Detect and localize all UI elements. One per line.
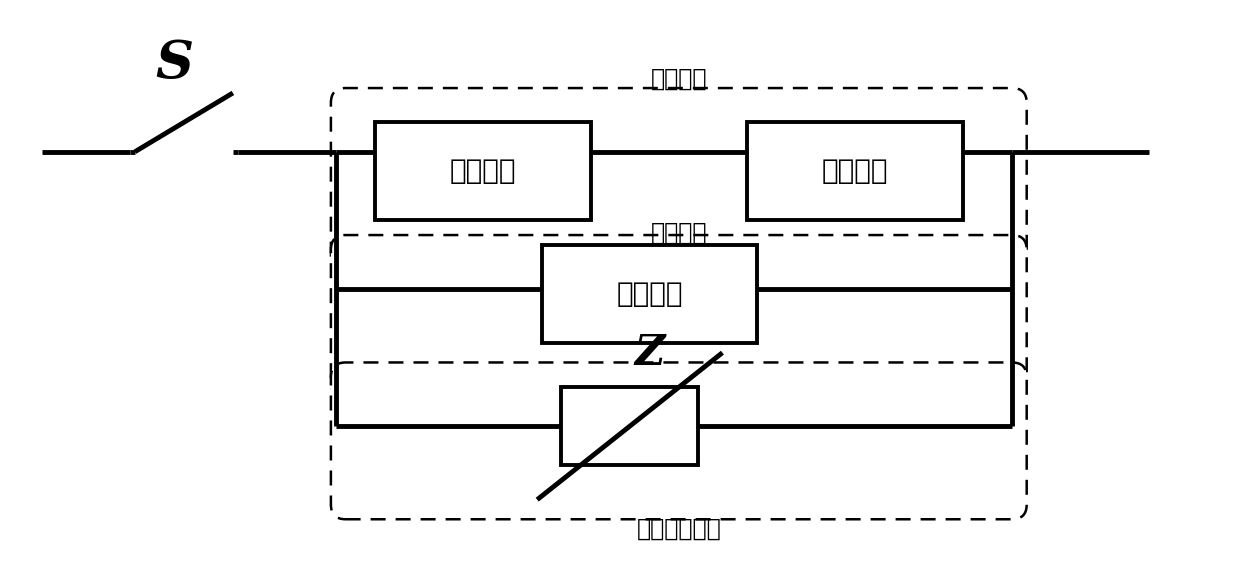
FancyBboxPatch shape <box>331 362 1027 519</box>
Text: 换流开关: 换流开关 <box>822 157 888 185</box>
Bar <box>542 245 758 343</box>
Text: Z: Z <box>634 332 665 374</box>
Text: 断流支路: 断流支路 <box>651 221 707 245</box>
FancyBboxPatch shape <box>331 235 1027 397</box>
Text: 断流开关: 断流开关 <box>616 280 683 308</box>
Text: 换流支路: 换流支路 <box>651 67 707 91</box>
Text: S: S <box>155 38 193 89</box>
FancyBboxPatch shape <box>331 88 1027 274</box>
Bar <box>748 122 963 220</box>
Text: 能量吸收支路: 能量吸收支路 <box>636 517 722 540</box>
Bar <box>374 122 590 220</box>
Bar <box>562 387 698 466</box>
Text: 承压开关: 承压开关 <box>450 157 516 185</box>
